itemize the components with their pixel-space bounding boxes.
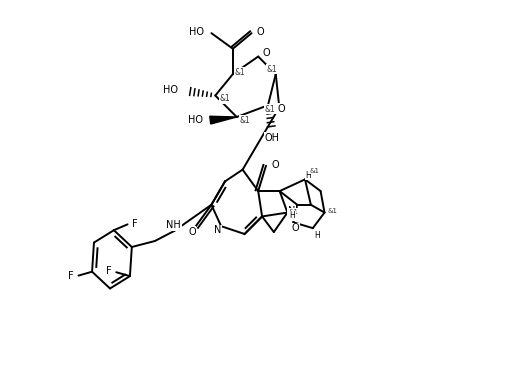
- Text: F: F: [132, 218, 138, 229]
- Text: O: O: [262, 48, 270, 58]
- Text: &1: &1: [327, 208, 337, 215]
- Text: HO: HO: [188, 115, 203, 125]
- Text: &1: &1: [264, 105, 275, 114]
- Text: &1: &1: [235, 67, 245, 77]
- Text: NH: NH: [166, 220, 181, 230]
- Text: O: O: [271, 160, 279, 170]
- Text: &1: &1: [267, 64, 277, 74]
- Text: N: N: [214, 225, 222, 235]
- Text: &1: &1: [240, 115, 251, 125]
- Text: H: H: [314, 231, 320, 241]
- Text: H: H: [305, 171, 311, 180]
- Text: N: N: [288, 206, 295, 216]
- Polygon shape: [210, 116, 237, 124]
- Text: O: O: [292, 223, 299, 233]
- Text: HO: HO: [163, 85, 178, 95]
- Text: OH: OH: [264, 133, 279, 143]
- Text: F: F: [68, 271, 74, 282]
- Text: HO: HO: [189, 27, 204, 37]
- Text: &1: &1: [220, 94, 230, 103]
- Text: &1: &1: [310, 168, 320, 174]
- Text: H: H: [289, 211, 295, 220]
- Text: &1: &1: [288, 209, 298, 215]
- Text: O: O: [277, 104, 285, 114]
- Text: O: O: [188, 227, 196, 237]
- Text: F: F: [106, 266, 112, 277]
- Text: O: O: [256, 27, 264, 37]
